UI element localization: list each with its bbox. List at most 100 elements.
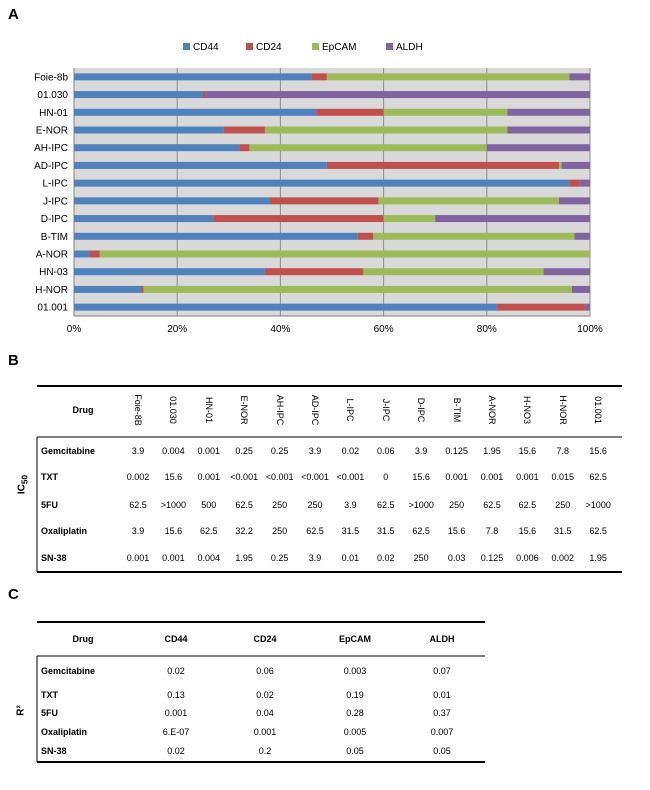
table-cell: <0.001 bbox=[336, 472, 365, 482]
table-cell: 0.003 bbox=[343, 666, 367, 676]
table-cell: 15.6 bbox=[164, 526, 183, 536]
table-cell: 0.001 bbox=[197, 472, 221, 482]
category-label: Foie-8b bbox=[34, 72, 68, 83]
table-cell: 0.125 bbox=[445, 446, 468, 456]
bar-cd44 bbox=[74, 179, 570, 187]
row-label: TXT bbox=[41, 690, 58, 700]
table-cell: 250 bbox=[272, 500, 288, 510]
bar-cd24 bbox=[89, 250, 100, 258]
table-cell: 0.06 bbox=[256, 666, 274, 676]
category-label: 01.030 bbox=[37, 90, 68, 101]
table-cell: 0.28 bbox=[346, 708, 364, 718]
table-cell: 0.007 bbox=[430, 727, 454, 737]
bar-cd24 bbox=[569, 179, 580, 187]
bar-cd44 bbox=[74, 285, 142, 293]
table-cell: 3.9 bbox=[308, 553, 322, 563]
table-cell: 0.05 bbox=[433, 746, 451, 756]
row-label: Gemcitabine bbox=[41, 446, 96, 456]
bar-epcam bbox=[378, 197, 560, 205]
table-cell: 3.9 bbox=[414, 446, 428, 456]
table-cell: 15.6 bbox=[412, 472, 430, 482]
legend-label: CD24 bbox=[256, 42, 282, 53]
bar-epcam bbox=[249, 144, 487, 152]
bar-cd24 bbox=[239, 144, 250, 152]
table-cell: >1000 bbox=[585, 500, 611, 510]
drug-header: Drug bbox=[72, 405, 94, 415]
table-cell: 15.6 bbox=[518, 526, 537, 536]
bar-cd44 bbox=[74, 197, 271, 205]
category-label: HN-03 bbox=[39, 267, 68, 278]
row-label: SN-38 bbox=[41, 553, 67, 563]
table-cell: 62.5 bbox=[129, 500, 147, 510]
legend-swatch-aldh bbox=[386, 43, 393, 50]
table-cell: 0.03 bbox=[447, 553, 466, 563]
table-cell: 0.006 bbox=[516, 553, 539, 563]
bar-aldh bbox=[569, 73, 590, 81]
table-cell: 15.6 bbox=[518, 446, 537, 456]
row-label: 5FU bbox=[41, 708, 59, 718]
category-label: AH-IPC bbox=[34, 143, 68, 154]
bar-epcam bbox=[383, 108, 508, 116]
drug-header: Drug bbox=[72, 634, 94, 644]
bar-cd44 bbox=[74, 268, 265, 276]
bar-cd24 bbox=[357, 232, 374, 240]
table-cell: 0.04 bbox=[256, 708, 274, 718]
category-label: D-IPC bbox=[41, 214, 68, 225]
bar-aldh bbox=[561, 161, 590, 169]
table-cell: 32.2 bbox=[235, 526, 253, 536]
bar-cd24 bbox=[264, 268, 363, 276]
bar-cd24 bbox=[326, 161, 560, 169]
bar-cd44 bbox=[74, 161, 327, 169]
table-cell: 250 bbox=[307, 500, 323, 510]
table-cell: 0.05 bbox=[346, 746, 364, 756]
row-label: 5FU bbox=[41, 500, 59, 510]
table-cell: 250 bbox=[272, 526, 288, 536]
legend-label: CD44 bbox=[193, 42, 219, 53]
bar-aldh bbox=[574, 232, 590, 240]
bar-cd24 bbox=[311, 73, 327, 81]
x-tick-label: 80% bbox=[477, 324, 497, 335]
row-label: TXT bbox=[41, 472, 58, 482]
table-cell: 3.9 bbox=[308, 446, 322, 456]
table-cell: 0.01 bbox=[433, 690, 451, 700]
table-cell: >1000 bbox=[408, 500, 434, 510]
table-cell: 0.001 bbox=[126, 553, 150, 563]
column-header: CD44 bbox=[164, 634, 188, 644]
table-cell: 250 bbox=[449, 500, 465, 510]
bar-cd24 bbox=[497, 303, 585, 311]
table-cell: 0.004 bbox=[162, 446, 185, 456]
table-cell: 0.02 bbox=[167, 666, 185, 676]
stacked-bar-chart: 0% 20% 40% 60% 80% 100% Foie-8b 01.030 HN-01 E-NO… bbox=[34, 42, 603, 335]
table-cell: 0.002 bbox=[126, 472, 150, 482]
category-label: L-IPC bbox=[42, 179, 68, 190]
x-tick-label: 0% bbox=[67, 324, 82, 335]
table-cell: 0.13 bbox=[167, 690, 185, 700]
table-cell: 7.8 bbox=[485, 526, 499, 536]
row-label: Oxaliplatin bbox=[41, 526, 88, 536]
column-header: EpCAM bbox=[339, 634, 371, 644]
table-cell: 1.95 bbox=[235, 553, 253, 563]
table-cell: 62.5 bbox=[377, 500, 395, 510]
table-cell: 1.95 bbox=[589, 553, 607, 563]
legend-swatch-cd44 bbox=[183, 43, 190, 50]
x-tick-label: 60% bbox=[374, 324, 394, 335]
table-cell: 250 bbox=[413, 553, 429, 563]
table-cell: 0.25 bbox=[270, 553, 289, 563]
row-label: Oxaliplatin bbox=[41, 727, 88, 737]
bar-aldh bbox=[205, 91, 590, 99]
bar-aldh bbox=[486, 144, 590, 152]
table-cell: 0 bbox=[383, 472, 389, 482]
bar-aldh bbox=[507, 108, 590, 116]
bar-epcam bbox=[99, 250, 591, 258]
category-label: 01.001 bbox=[37, 303, 68, 314]
table-cell: <0.001 bbox=[230, 472, 259, 482]
bar-epcam bbox=[264, 126, 508, 134]
table-cell: 15.6 bbox=[589, 446, 607, 456]
table-cell: 31.5 bbox=[377, 526, 395, 536]
table-cell: 0.001 bbox=[445, 472, 468, 482]
column-header: CD24 bbox=[253, 634, 277, 644]
bar-aldh bbox=[543, 268, 590, 276]
table-cell: >1000 bbox=[160, 500, 187, 510]
table-cell: 0.001 bbox=[197, 446, 221, 456]
category-label: J-IPC bbox=[43, 196, 68, 207]
